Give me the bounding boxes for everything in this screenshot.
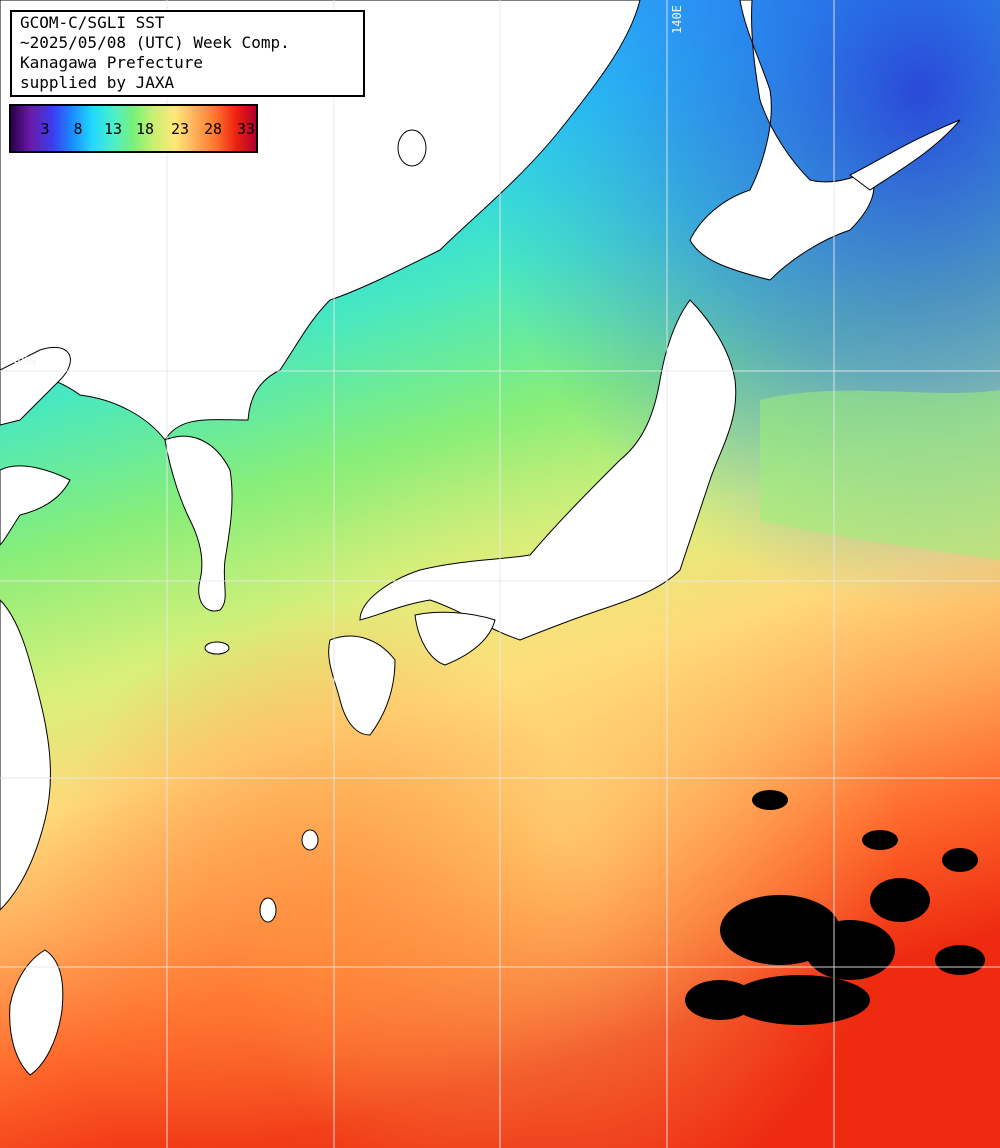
color-scale-bar: 3 8 13 18 23 28 33 [9,104,258,153]
colorbar-tick: 13 [103,120,123,138]
title-line-2: ~2025/05/08 (UTC) Week Comp. [20,33,290,52]
landmass-taiwan [9,949,64,1076]
island-small-3 [259,897,277,923]
landmass-honshu [359,299,737,641]
island-jeju [204,641,230,655]
island-small-1 [397,129,427,167]
mixed-water-patch [760,390,1000,560]
title-box: GCOM-C/SGLI SST ~2025/05/08 (UTC) Week C… [10,10,365,97]
colorbar-tick: 28 [203,120,223,138]
landmass-korea [164,435,233,612]
landmass-shandong [0,465,71,546]
landmass-kyushu [328,635,396,736]
landmass-hokkaido [689,0,875,281]
longitude-label: 140E [670,5,684,34]
cloud-mask [685,790,985,1025]
latitude-label: 40N [14,354,36,368]
colorbar-tick: 23 [170,120,190,138]
landmass-china-coast [0,599,51,911]
title-line-1: GCOM-C/SGLI SST [20,13,165,32]
landmass-liaodong [0,346,71,426]
landmass-kuril-islands [849,119,961,191]
landmass-shikoku [414,611,496,666]
title-line-3: Kanagawa Prefecture [20,53,204,72]
colorbar-tick: 8 [73,120,83,138]
island-small-2 [301,829,319,851]
title-line-4: supplied by JAXA [20,73,175,92]
colorbar-tick: 18 [135,120,155,138]
colorbar-tick: 3 [40,120,50,138]
colorbar-tick: 33 [236,120,256,138]
